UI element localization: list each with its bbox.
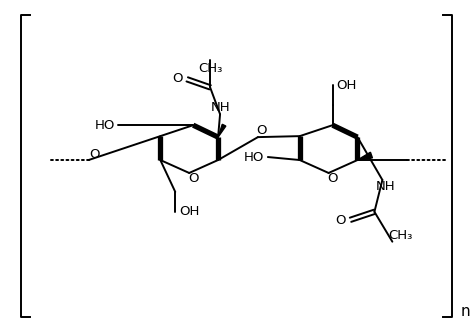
Polygon shape	[357, 152, 373, 160]
Text: O: O	[172, 72, 182, 85]
Text: NH: NH	[375, 180, 395, 194]
Text: O: O	[89, 147, 100, 161]
Text: O: O	[328, 172, 338, 186]
Text: NH: NH	[210, 101, 230, 114]
Polygon shape	[218, 124, 226, 137]
Text: OH: OH	[179, 205, 200, 218]
Text: HO: HO	[94, 119, 115, 132]
Text: n: n	[461, 304, 471, 319]
Text: O: O	[188, 172, 199, 186]
Text: HO: HO	[244, 150, 264, 164]
Text: O: O	[256, 124, 267, 137]
Text: CH₃: CH₃	[388, 229, 412, 242]
Text: O: O	[335, 214, 346, 227]
Text: OH: OH	[337, 79, 357, 92]
Text: CH₃: CH₃	[198, 62, 222, 75]
